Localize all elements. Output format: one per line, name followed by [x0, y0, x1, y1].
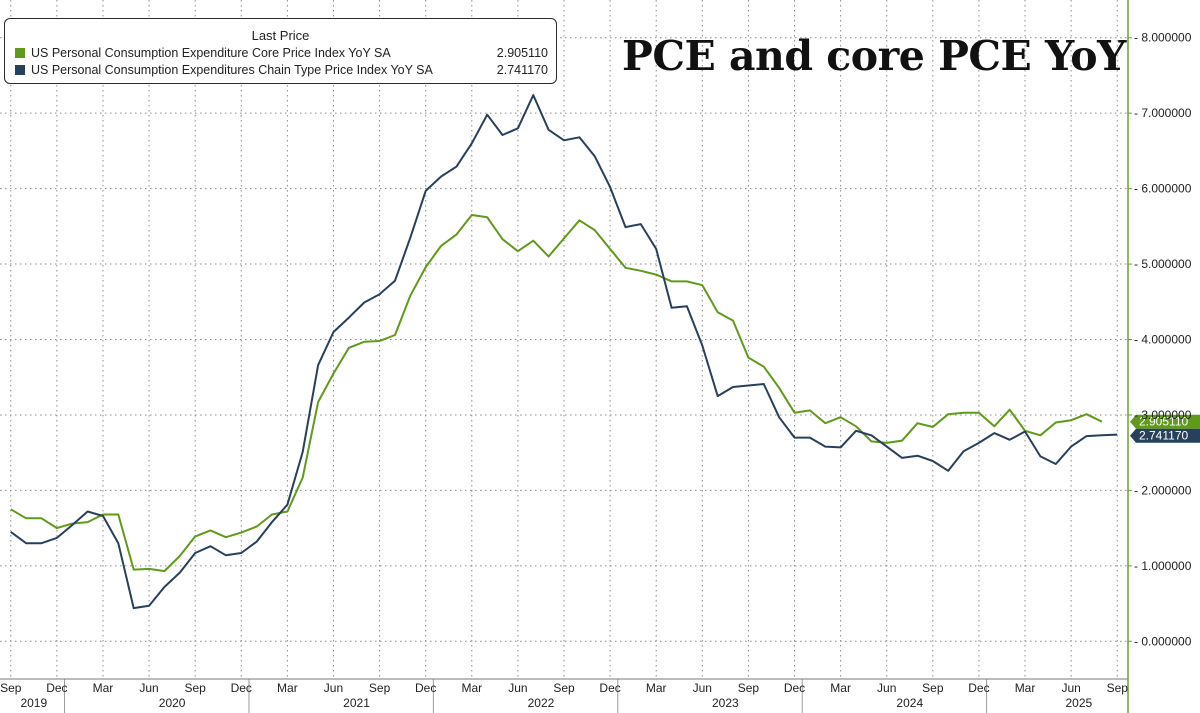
chart-title: PCE and core PCE YoY — [622, 32, 1126, 80]
last-value-tag-core-pce — [1130, 414, 1200, 429]
x-tick-label: Dec — [599, 681, 620, 695]
x-tick-label: Mar — [1015, 681, 1036, 695]
x-tick-label: Sep — [1107, 681, 1129, 695]
x-tick-label: Jun — [877, 681, 896, 695]
last-value-label-core-pce: 2.905110 — [1139, 415, 1188, 429]
y-tick-label: - 2.000000 — [1134, 483, 1192, 497]
x-year-label: 2021 — [343, 696, 370, 710]
x-tick-label: Jun — [693, 681, 712, 695]
y-tick-label: - 7.000000 — [1134, 106, 1192, 120]
x-tick-label: Sep — [553, 681, 575, 695]
y-tick-label: - 0.000000 — [1134, 634, 1192, 648]
legend-swatch-pce — [15, 65, 25, 75]
legend-header: Last Price — [251, 28, 310, 43]
y-tick-label: - 8.000000 — [1134, 31, 1192, 45]
x-tick-label: Sep — [922, 681, 944, 695]
x-tick-label: Jun — [508, 681, 527, 695]
x-tick-label: Mar — [830, 681, 851, 695]
legend-label-core-pce: US Personal Consumption Expenditure Core… — [31, 46, 391, 60]
x-tick-label: Sep — [184, 681, 206, 695]
last-value-tag-pce — [1130, 428, 1200, 443]
legend-swatch-core-pce — [15, 48, 25, 58]
chart-legend: Last Price US Personal Consumption Expen… — [4, 18, 557, 84]
x-tick-label: Jun — [324, 681, 343, 695]
y-tick-label: - 1.000000 — [1134, 559, 1192, 573]
x-tick-label: Sep — [738, 681, 760, 695]
y-tick-label: - 5.000000 — [1134, 257, 1192, 271]
x-tick-label: Dec — [415, 681, 436, 695]
legend-entry-core-pce: US Personal Consumption Expenditure Core… — [15, 46, 548, 62]
x-year-label: 2025 — [1065, 696, 1092, 710]
x-tick-label: Dec — [968, 681, 989, 695]
x-year-label: 2020 — [159, 696, 186, 710]
y-tick-label: - 4.000000 — [1134, 333, 1192, 347]
x-tick-label: Jun — [139, 681, 158, 695]
x-tick-label: Mar — [461, 681, 482, 695]
x-tick-label: Mar — [93, 681, 114, 695]
legend-value-core-pce: 2.905110 — [496, 46, 548, 60]
x-tick-label: Dec — [46, 681, 67, 695]
last-value-label-pce: 2.741170 — [1139, 429, 1188, 443]
x-tick-label: Mar — [277, 681, 298, 695]
series-line-core-pce — [10, 214, 1103, 573]
x-year-label: 2019 — [20, 696, 47, 710]
x-year-label: 2022 — [528, 696, 555, 710]
x-tick-label: Dec — [231, 681, 252, 695]
x-tick-label: Jun — [1061, 681, 1080, 695]
legend-value-pce: 2.741170 — [496, 63, 548, 77]
x-tick-label: Sep — [369, 681, 391, 695]
legend-label-pce: US Personal Consumption Expenditures Cha… — [31, 63, 433, 77]
y-tick-label: - 3.000000 — [1134, 408, 1192, 422]
x-tick-label: Dec — [784, 681, 805, 695]
series-line-pce — [10, 94, 1118, 610]
x-tick-label: Sep — [0, 681, 22, 695]
legend-entry-pce: US Personal Consumption Expenditures Cha… — [15, 63, 548, 79]
x-year-label: 2024 — [896, 696, 923, 710]
x-year-label: 2023 — [712, 696, 739, 710]
y-tick-label: - 6.000000 — [1134, 182, 1192, 196]
x-tick-label: Mar — [646, 681, 667, 695]
